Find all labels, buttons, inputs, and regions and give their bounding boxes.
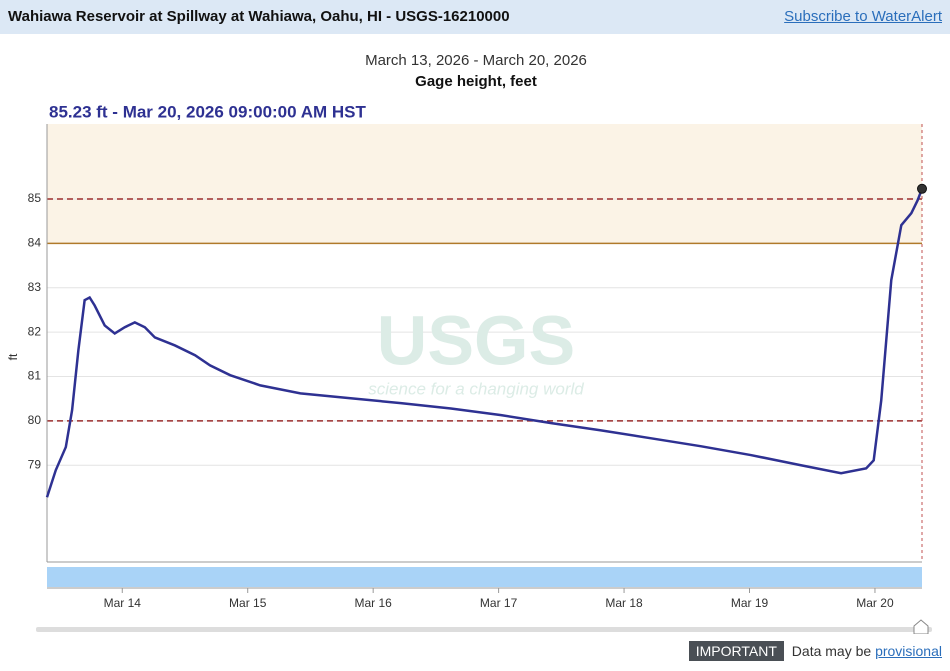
y-tick-label: 79 <box>28 457 42 471</box>
provisional-link[interactable]: provisional <box>875 643 942 659</box>
slider-track[interactable] <box>36 627 932 632</box>
series-line <box>45 188 924 498</box>
x-tick-label: Mar 19 <box>731 596 769 610</box>
y-axis-label: ft <box>6 353 20 360</box>
y-tick-label: 80 <box>28 413 42 427</box>
site-title: Wahiawa Reservoir at Spillway at Wahiawa… <box>8 8 510 25</box>
y-tick-label: 84 <box>28 236 42 250</box>
x-tick-label: Mar 16 <box>354 596 392 610</box>
watermark-tagline: science for a changing world <box>368 379 584 398</box>
alert-band <box>47 124 922 244</box>
y-tick-label: 82 <box>28 324 42 338</box>
latest-point <box>917 183 927 194</box>
subscribe-link[interactable]: Subscribe to WaterAlert <box>784 8 942 25</box>
x-tick-label: Mar 17 <box>480 596 518 610</box>
slider-handle[interactable] <box>913 619 929 634</box>
y-tick-label: 81 <box>28 369 42 383</box>
watermark-logo: USGS <box>377 301 575 379</box>
time-bar[interactable] <box>47 567 922 587</box>
footer: IMPORTANT Data may be provisional <box>688 641 942 661</box>
x-tick-label: Mar 18 <box>605 596 643 610</box>
date-range: March 13, 2026 - March 20, 2026 <box>365 52 587 69</box>
x-tick-label: Mar 20 <box>856 596 894 610</box>
header: Wahiawa Reservoir at Spillway at Wahiawa… <box>0 0 950 34</box>
x-tick-label: Mar 14 <box>104 596 142 610</box>
y-tick-label: 83 <box>28 280 42 294</box>
headline: 85.23 ft - Mar 20, 2026 09:00:00 AM HST <box>49 102 366 121</box>
footer-text: Data may be <box>791 643 872 659</box>
x-tick-label: Mar 15 <box>229 596 267 610</box>
chart-title: Gage height, feet <box>415 73 537 90</box>
y-tick-label: 85 <box>28 191 42 205</box>
chart: March 13, 2026 - March 20, 2026 Gage hei… <box>6 52 932 634</box>
important-badge: IMPORTANT <box>688 641 784 661</box>
